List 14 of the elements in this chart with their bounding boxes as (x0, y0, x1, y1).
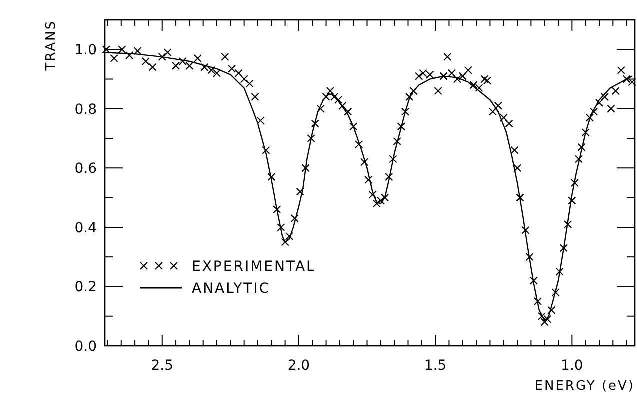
y-tick-label: 0.0 (74, 338, 97, 355)
y-tick-label: 0.2 (74, 280, 97, 296)
y-tick-label: 0.4 (74, 220, 98, 236)
y-tick-label: 0.8 (74, 102, 97, 118)
y-tick-label: 1.0 (74, 42, 97, 59)
x-tick-label: 2.5 (151, 358, 174, 374)
y-axis-title: TRANS (44, 20, 59, 72)
x-axis-title: ENERGY (eV) (534, 379, 635, 394)
legend-label: EXPERIMENTAL (192, 258, 316, 275)
legend-label: ANALYTIC (192, 280, 271, 297)
x-tick-label: 1.0 (561, 358, 584, 374)
y-tick-label: 0.6 (74, 161, 98, 178)
x-tick-label: 1.5 (424, 358, 447, 374)
x-tick-label: 2.0 (288, 358, 310, 374)
